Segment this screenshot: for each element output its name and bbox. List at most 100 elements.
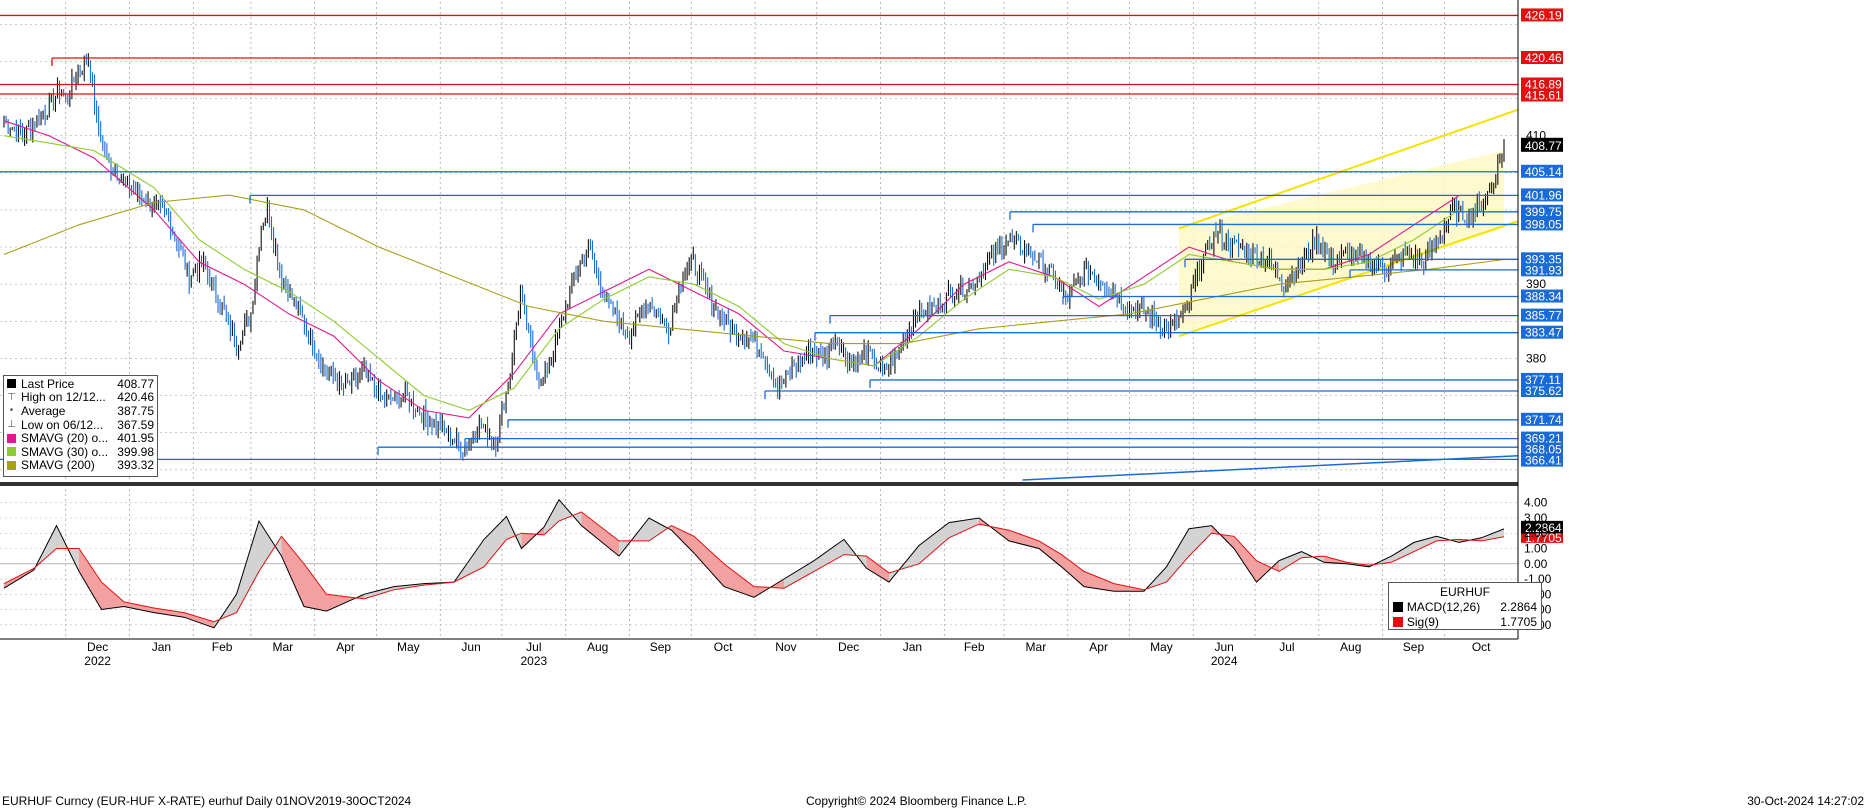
price-tick-label: 380 (1526, 351, 1546, 365)
legend-name: SMAVG (200) (21, 458, 95, 473)
macd-histogram-fill (1414, 536, 1437, 552)
price-level-tag-label: 366.41 (1525, 454, 1562, 468)
macd-histogram-fill (1234, 536, 1257, 583)
month-tick-label: May (397, 640, 420, 654)
month-tick-label: Oct (1472, 640, 1491, 654)
moving-average-line (3, 194, 1505, 345)
macd-legend-value: 2.2864 (1500, 599, 1537, 614)
price-level-tag-label: 399.75 (1525, 205, 1562, 219)
macd-histogram-fill (79, 548, 102, 610)
price-level-tag (1521, 164, 1563, 178)
month-tick-label: Jul (1279, 640, 1294, 654)
price-chart-layer (3, 53, 1519, 481)
price-level-tag-label: 393.35 (1525, 252, 1562, 266)
macd-histogram-fill (281, 536, 304, 607)
price-level-tag-label: 388.34 (1525, 290, 1562, 304)
macd-histogram-fill (154, 608, 184, 618)
legend-value: 408.77 (117, 376, 154, 391)
macd-histogram-fill (784, 560, 814, 589)
price-level-tag-label: 405.14 (1525, 165, 1562, 179)
footer-security-info: EURHUF Curncy (EUR-HUF X-RATE) eurhuf Da… (2, 794, 412, 808)
legend-value: 401.95 (117, 431, 154, 446)
macd-histogram-fill (364, 586, 394, 599)
macd-histogram-fill (544, 499, 559, 535)
macd-series-line (3, 511, 1505, 623)
legend-swatch: ⊥ (7, 419, 16, 431)
month-tick-label: Mar (272, 640, 293, 654)
macd-histogram-fill (919, 522, 949, 564)
year-tick-label: 2023 (520, 654, 547, 668)
macd-histogram-fill (1166, 528, 1189, 583)
legend-swatch: ⊤ (7, 391, 16, 403)
macd-legend-name: MACD(12,26) (1406, 599, 1481, 614)
price-tick-label: 410 (1526, 129, 1546, 143)
macd-histogram-fill (259, 521, 282, 572)
year-tick-label: 2022 (84, 654, 111, 668)
channel-upper-line (1178, 108, 1519, 230)
macd-histogram-fill (1481, 528, 1504, 541)
macd-histogram-fill (671, 525, 694, 554)
price-level-tag-label: 375.62 (1525, 384, 1562, 398)
macd-tick-label: 2.00 (1524, 526, 1548, 540)
last-price-tag-label: 408.77 (1525, 139, 1562, 153)
month-tick-label: Mar (1026, 640, 1047, 654)
signal-legend-value: 1.7705 (1500, 614, 1537, 629)
price-level-tag (1521, 263, 1563, 277)
price-level-tag (1521, 383, 1563, 397)
legend-row: SMAVG (30) o... 399.98 (7, 445, 154, 459)
signal-value-tag-label: 1.7705 (1525, 531, 1562, 545)
macd-histogram-fill (814, 539, 844, 572)
month-tick-label: Jul (526, 640, 541, 654)
month-tick-label: Dec (87, 640, 108, 654)
legend-row: SMAVG (200) 393.32 (7, 458, 154, 473)
channel-fill (1178, 150, 1504, 337)
month-tick-label: Nov (775, 640, 796, 654)
channel-lower-line (1178, 220, 1519, 338)
price-level-tag-label: 369.21 (1525, 432, 1562, 446)
legend-name: High on 12/12... (21, 390, 106, 405)
macd-legend-row: MACD(12,26) 2.2864 (1393, 599, 1537, 614)
macd-histogram-fill (1279, 551, 1302, 572)
month-tick-label: Oct (714, 640, 733, 654)
legend-row: • Average 387.75 (7, 404, 154, 418)
macd-value-tag (1521, 520, 1563, 534)
month-tick-label: Feb (964, 640, 985, 654)
legend-row: ⊥ Low on 06/12... 367.59 (7, 418, 154, 432)
legend-swatch (7, 379, 16, 389)
macd-histogram-fill (304, 563, 327, 612)
legend-name: Low on 06/12... (21, 417, 104, 432)
price-level-tag-label: 426.19 (1525, 8, 1562, 22)
signal-swatch (1393, 616, 1403, 627)
footer-timestamp: 30-Oct-2024 14:27:02 (1747, 794, 1864, 808)
macd-histogram-fill (1009, 530, 1039, 549)
legend-name: SMAVG (20) o... (21, 431, 109, 446)
legend-row: ⊤ High on 12/12... 420.46 (7, 390, 154, 405)
price-level-tag (1521, 442, 1563, 456)
price-level-tag (1521, 188, 1563, 202)
macd-legend: EURHUF MACD(12,26) 2.2864 Sig(9) 1.7705 (1388, 582, 1542, 630)
price-level-tag (1521, 372, 1563, 386)
price-level-tag (1521, 217, 1563, 231)
macd-histogram-fill (694, 536, 724, 587)
macd-tick-label: 1.00 (1524, 542, 1548, 556)
macd-histogram-fill (1391, 542, 1414, 563)
price-level-tag-label: 371.74 (1525, 413, 1562, 427)
month-tick-label: Apr (1089, 640, 1108, 654)
macd-tick-label: 4.00 (1524, 496, 1548, 510)
macd-histogram-fill (866, 556, 889, 583)
month-tick-label: Jan (152, 640, 171, 654)
legend-value: 420.46 (117, 390, 154, 405)
macd-histogram-fill (1436, 536, 1459, 543)
macd-series-line (3, 498, 1505, 629)
macd-histogram-fill (1061, 554, 1084, 587)
macd-tick-label: 3.00 (1524, 511, 1548, 525)
macd-histogram-fill (1039, 540, 1062, 567)
month-tick-label: Apr (336, 640, 355, 654)
price-level-tag (1521, 204, 1563, 218)
price-level-tag (1521, 289, 1563, 303)
price-level-tag (1521, 8, 1563, 22)
macd-histogram-fill (949, 517, 979, 538)
